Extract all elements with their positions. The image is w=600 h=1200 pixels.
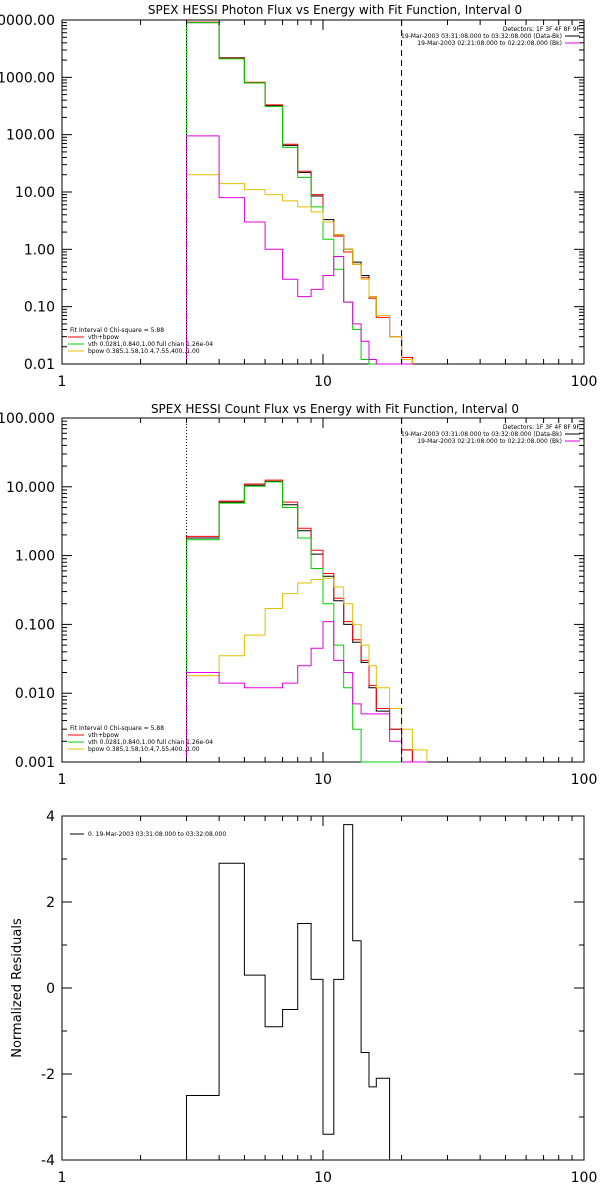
series-vth-line [186,481,427,763]
residuals-panel: -4 -2 0 2 4 1 10 100 Normalized Residual… [10,809,597,1186]
count-flux-ticks [61,417,585,763]
legend-data-interval: 19-Mar-2003 03:31:08.000 to 03:32:08.000… [401,33,562,40]
xtick-label: 10 [314,1170,332,1186]
series-vth-line [186,22,413,365]
legend-bpow-label: bpow 0.385,1.58,10.4,7.55,400.,1.00 [88,746,200,753]
legend-fit-interval: Fit Interval 0 Chi-square = 5.88 [70,327,164,334]
legend-total-label: vth+bpow [88,732,119,739]
ytick-label: 2 [46,895,55,911]
count-flux-xtick-labels: 1 10 100 [58,772,598,788]
residuals-ylabel: Normalized Residuals [10,918,25,1058]
count-flux-title: SPEX HESSI Count Flux vs Energy with Fit… [151,402,519,416]
xtick-label: 1 [58,1170,67,1186]
photon-flux-panel: SPEX HESSI Photon Flux vs Energy with Fi… [0,3,597,390]
photon-flux-legend-bottom: Fit Interval 0 Chi-square = 5.88 vth+bpo… [68,327,213,355]
ytick-label: 100.000 [0,411,55,427]
ytick-label: -4 [41,1153,55,1169]
legend-residual-label: 0. 19-Mar-2003 03:31:08.000 to 03:32:08.… [88,831,226,838]
legend-vth-label: vth 0.0281,0.840,1.00 full chian 1.26e-0… [88,341,213,348]
ytick-label: 100.00 [6,128,55,144]
xtick-label: 1 [58,772,67,788]
photon-flux-vlines [186,20,403,364]
legend-fit-interval: Fit Interval 0 Chi-square = 5.88 [70,725,164,732]
xtick-label: 100 [571,1170,598,1186]
xtick-label: 100 [571,772,598,788]
ytick-label: 0.001 [15,755,55,771]
residuals-ticks [61,815,585,1161]
photon-flux-legend-top: Detectors: 1F 3F 4F 8F 9F 19-Mar-2003 03… [401,26,581,47]
xtick-label: 10 [314,772,332,788]
photon-flux-title: SPEX HESSI Photon Flux vs Energy with Fi… [148,3,522,17]
legend-detectors: Detectors: 1F 3F 4F 8F 9F [503,26,581,33]
series-background-line [186,135,413,365]
ytick-label: -2 [41,1067,55,1083]
residuals-series-layer [186,824,402,1161]
ytick-label: 0.100 [15,617,55,633]
ytick-label: 0 [46,981,55,997]
legend-data-interval: 19-Mar-2003 03:31:08.000 to 03:32:08.000… [401,431,562,438]
count-flux-legend-top: Detectors: 1F 3F 4F 8F 9F 19-Mar-2003 03… [401,424,581,445]
legend-vth-label: vth 0.0281,0.840,1.00 full chian 1.26e-0… [88,739,213,746]
series-bpow-line [186,174,413,364]
xtick-label: 1 [58,374,67,390]
ytick-label: 0.10 [24,300,55,316]
photon-flux-xtick-labels: 1 10 100 [58,374,598,390]
legend-bk-interval: 19-Mar-2003 02:21:08.000 to 02:22:08.000… [417,438,562,445]
series-data-line [186,480,427,763]
ytick-label: 4 [46,809,55,825]
ytick-label: 1000.00 [0,70,55,86]
series-bpow-line [186,577,428,762]
ytick-label: 1.000 [15,549,55,565]
count-flux-ytick-labels: 0.001 0.010 0.100 1.000 10.000 100.000 [0,411,55,771]
residuals-legend: 0. 19-Mar-2003 03:31:08.000 to 03:32:08.… [70,831,226,838]
series-vth-bpow-line [186,21,413,364]
photon-flux-ytick-labels: 0.01 0.10 1.00 10.00 100.00 1000.00 1000… [0,13,55,373]
residuals-xtick-labels: 1 10 100 [58,1170,598,1186]
ytick-label: 0.010 [15,686,55,702]
photon-flux-plot-frame [61,19,585,365]
legend-detectors: Detectors: 1F 3F 4F 8F 9F [503,424,581,431]
ytick-label: 1.00 [24,242,55,258]
series-0-19-mar-2003-03-31-08-000-to-03-32-08-000-line [186,824,402,1161]
residuals-ytick-labels: -4 -2 0 2 4 [41,809,55,1169]
xtick-label: 100 [571,374,598,390]
count-flux-vlines [186,418,403,762]
ytick-label: 10000.00 [0,13,55,29]
photon-flux-ticks [61,19,585,365]
count-flux-legend-bottom: Fit Interval 0 Chi-square = 5.88 vth+bpo… [68,725,213,753]
ytick-label: 10.000 [6,480,55,496]
photon-flux-series-layer [186,21,413,365]
ytick-label: 10.00 [15,185,55,201]
series-background-line [186,621,427,763]
legend-bk-interval: 19-Mar-2003 02:21:08.000 to 02:22:08.000… [417,40,562,47]
series-data-line [186,22,413,364]
count-flux-panel: SPEX HESSI Count Flux vs Energy with Fit… [0,402,597,788]
series-vth-bpow-line [186,479,427,763]
ytick-label: 0.01 [24,357,55,373]
legend-bpow-label: bpow 0.385,1.58,10.4,7.55,400.,1.00 [88,348,200,355]
legend-total-label: vth+bpow [88,334,119,341]
count-flux-series-layer [186,479,428,763]
xtick-label: 10 [314,374,332,390]
